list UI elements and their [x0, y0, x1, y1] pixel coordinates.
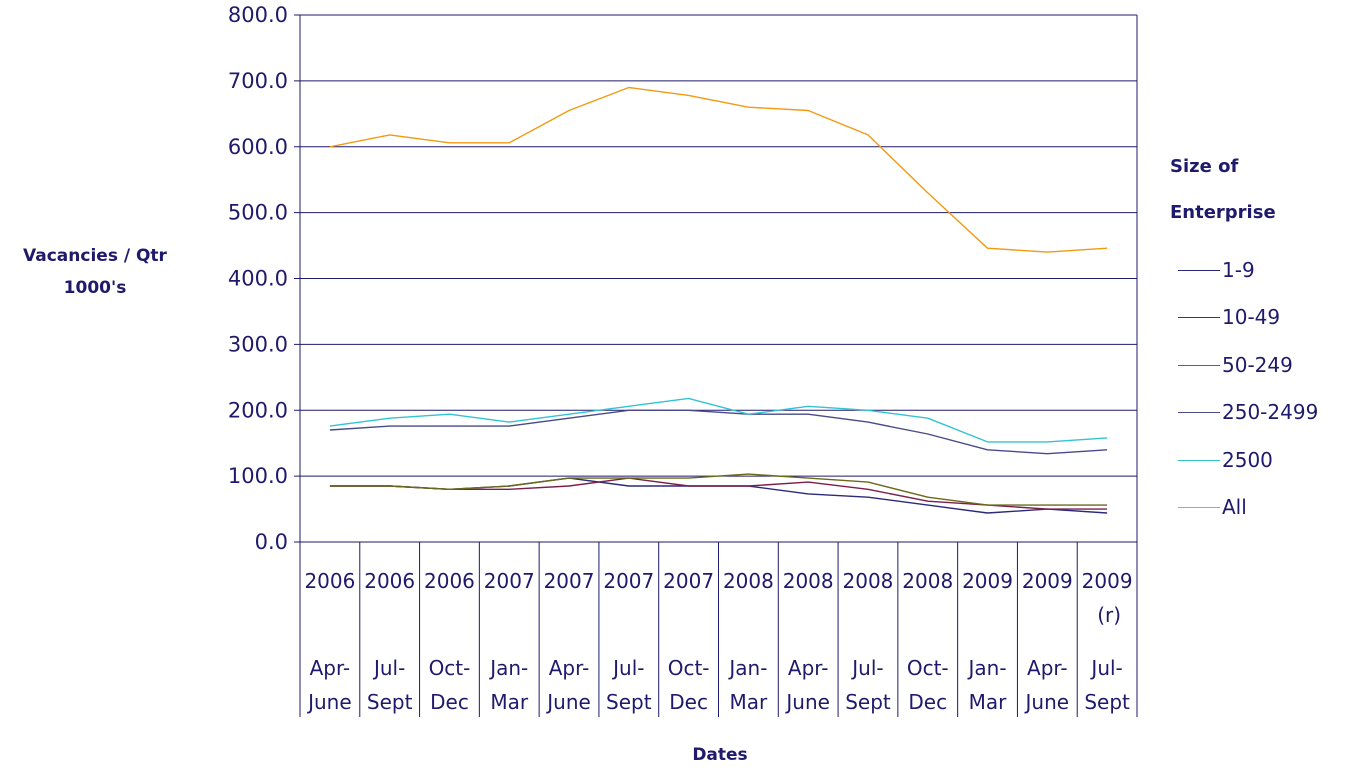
- y-tick-label: 0.0: [255, 530, 288, 554]
- x-category-period-end: Sept: [1084, 690, 1130, 714]
- legend-label: All: [1222, 495, 1247, 519]
- legend-swatch: [1178, 411, 1220, 413]
- x-category-period-end: Mar: [490, 690, 529, 714]
- x-category-year: 2008: [902, 569, 953, 593]
- x-category-period-start: Oct-: [668, 656, 710, 680]
- y-tick-label: 600.0: [228, 135, 288, 159]
- x-category-period-end: Sept: [367, 690, 413, 714]
- x-category-period-start: Apr-: [788, 656, 829, 680]
- x-category-period-end: Mar: [969, 690, 1008, 714]
- x-category-period-end: Dec: [430, 690, 469, 714]
- series-line-all: [329, 86, 1108, 253]
- x-category-suffix: (r): [1097, 603, 1121, 627]
- y-tick-label: 700.0: [228, 69, 288, 93]
- series-line-250-2499: [329, 409, 1108, 455]
- x-category-period-start: Jul-: [611, 656, 644, 680]
- legend-item: 50-249: [1178, 353, 1293, 377]
- legend-swatch: [1178, 459, 1220, 461]
- x-category-year: 2008: [723, 569, 774, 593]
- x-category-period-end: June: [545, 690, 591, 714]
- y-tick-label: 100.0: [228, 464, 288, 488]
- y-tick-label: 500.0: [228, 201, 288, 225]
- legend-swatch: [1178, 316, 1220, 318]
- axes: [294, 14, 1138, 717]
- legend-item: 2500: [1178, 448, 1273, 472]
- x-category-period-start: Jan-: [967, 656, 1007, 680]
- x-category-period-start: Jan-: [488, 656, 528, 680]
- legend-title: Size of Enterprise: [1170, 144, 1276, 236]
- x-category-period-end: Sept: [845, 690, 891, 714]
- y-tick-label: 300.0: [228, 332, 288, 356]
- legend-label: 50-249: [1222, 353, 1293, 377]
- legend-item: 10-49: [1178, 305, 1280, 329]
- x-category-period-end: June: [306, 690, 352, 714]
- x-category-period-end: June: [1024, 690, 1070, 714]
- x-category-year: 2008: [783, 569, 834, 593]
- legend-swatch: [1178, 269, 1220, 271]
- x-category-year: 2007: [663, 569, 714, 593]
- x-category-year: 2006: [304, 569, 355, 593]
- legend-item: 1-9: [1178, 258, 1255, 282]
- x-category-period-start: Apr-: [310, 656, 351, 680]
- x-category-period-start: Jul-: [372, 656, 405, 680]
- series-lines: [329, 86, 1108, 514]
- legend-label: 1-9: [1222, 258, 1255, 282]
- x-category-period-start: Jul-: [850, 656, 883, 680]
- y-tick-labels: 0.0 100.0 200.0 300.0 400.0 500.0 600.0 700.0 80…: [228, 3, 288, 554]
- y-tick-label: 400.0: [228, 267, 288, 291]
- x-category-year: 2008: [843, 569, 894, 593]
- x-category-year: 2009: [962, 569, 1013, 593]
- x-category-period-end: June: [784, 690, 830, 714]
- legend-item: 250-2499: [1178, 400, 1318, 424]
- y-tick-label: 800.0: [228, 3, 288, 27]
- legend-item: All: [1178, 495, 1247, 519]
- y-axis-label-line-2: 1000's: [63, 278, 127, 298]
- x-category-period-end: Sept: [606, 690, 652, 714]
- x-category-year: 2007: [603, 569, 654, 593]
- legend-title-line-1: Size of: [1170, 156, 1239, 177]
- legend-label: 10-49: [1222, 305, 1281, 329]
- legend-label: 2500: [1222, 448, 1273, 472]
- x-category-year: 2009: [1082, 569, 1133, 593]
- y-axis-label-line-1: Vacancies / Qtr: [23, 246, 167, 266]
- x-category-period-start: Jan-: [727, 656, 767, 680]
- x-category-period-start: Jul-: [1089, 656, 1122, 680]
- legend-swatch: [1178, 506, 1220, 508]
- x-category-period-start: Apr-: [549, 656, 590, 680]
- gridlines: [300, 14, 1137, 543]
- y-axis-label: Vacancies / Qtr 1000's: [0, 240, 190, 304]
- x-category-period-start: Oct-: [907, 656, 949, 680]
- x-axis-label: Dates: [692, 745, 748, 765]
- x-category-period-end: Mar: [730, 690, 769, 714]
- x-category-period-end: Dec: [908, 690, 947, 714]
- series-line-2500: [329, 397, 1108, 443]
- x-category-year: 2009: [1022, 569, 1073, 593]
- x-category-period-end: Dec: [669, 690, 708, 714]
- x-category-year: 2007: [544, 569, 595, 593]
- legend-label: 250-2499: [1222, 400, 1319, 424]
- legend-swatch: [1178, 364, 1220, 366]
- series-line-1-9: [329, 477, 1108, 514]
- x-category-period-start: Apr-: [1027, 656, 1068, 680]
- x-category-year: 2006: [364, 569, 415, 593]
- x-category-year: 2006: [424, 569, 475, 593]
- y-tick-label: 200.0: [228, 398, 288, 422]
- legend-title-line-2: Enterprise: [1170, 202, 1276, 223]
- series-line-50-249: [329, 473, 1108, 506]
- x-category-period-start: Oct-: [429, 656, 471, 680]
- x-category-labels: 2006 Apr- June 2006 Jul- Sept 2006 Oct- Dec 2007 J…: [304, 569, 1132, 714]
- x-category-year: 2007: [484, 569, 535, 593]
